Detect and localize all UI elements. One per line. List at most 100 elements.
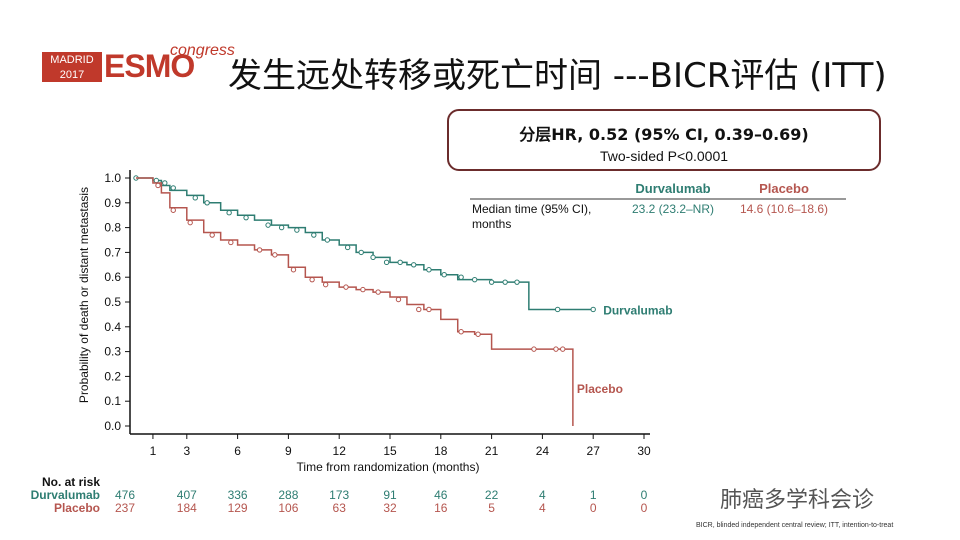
logo-badge: MADRID 2017 bbox=[42, 52, 102, 82]
durvalumab-censor-mark-6 bbox=[226, 210, 232, 216]
at-risk-placebo-3: 106 bbox=[278, 501, 298, 515]
at-risk-durvalumab-5: 91 bbox=[383, 488, 397, 502]
placebo-censor-mark-3 bbox=[209, 232, 215, 238]
durvalumab-censor-mark-14 bbox=[358, 249, 364, 256]
placebo-censor-mark-14 bbox=[416, 306, 422, 313]
y-tick-label-2: 0.2 bbox=[104, 369, 121, 383]
placebo-censor-mark-0 bbox=[155, 182, 161, 189]
at-risk-durvalumab-1: 407 bbox=[177, 488, 197, 502]
durvalumab-censor-mark-8 bbox=[265, 222, 271, 228]
wechat-watermark: 肺癌多学科会诊 bbox=[720, 488, 875, 513]
durvalumab-censor-mark-18 bbox=[411, 262, 417, 268]
durvalumab-censor-mark-13 bbox=[344, 244, 351, 251]
at-risk-durvalumab-6: 46 bbox=[434, 488, 448, 502]
durvalumab-censor-mark-5 bbox=[204, 200, 210, 206]
median-value-placebo: 14.6 (10.6–18.6) bbox=[740, 202, 828, 216]
durvalumab-censor-mark-23 bbox=[488, 279, 495, 285]
durvalumab-censor-mark-4 bbox=[192, 195, 198, 201]
durvalumab-censor-mark-24 bbox=[502, 279, 508, 285]
y-tick-label-7: 0.7 bbox=[104, 245, 121, 259]
y-tick-label-0: 0.0 bbox=[104, 419, 121, 433]
median-value-durvalumab: 23.2 (23.2–NR) bbox=[632, 202, 714, 216]
hazard-ratio-text: 分层HR, 0.52 (95% CI, 0.39–0.69) bbox=[519, 125, 809, 144]
placebo-censor-mark-8 bbox=[309, 276, 315, 283]
durvalumab-censor-mark-27 bbox=[590, 306, 596, 313]
x-tick-label-5: 15 bbox=[383, 444, 397, 458]
durvalumab-censor-mark-9 bbox=[278, 224, 285, 231]
x-tick-label-10: 30 bbox=[637, 444, 651, 458]
durvalumab-censor-mark-10 bbox=[294, 227, 300, 233]
placebo-censor-mark-1 bbox=[170, 207, 176, 213]
durvalumab-censor-mark-17 bbox=[397, 259, 403, 266]
y-tick-label-10: 1.0 bbox=[104, 171, 121, 185]
at-risk-placebo-6: 16 bbox=[434, 501, 448, 515]
durvalumab-censor-mark-26 bbox=[554, 306, 561, 313]
at-risk-placebo-5: 32 bbox=[383, 501, 397, 515]
x-tick-label-0: 1 bbox=[150, 444, 157, 458]
placebo-censor-mark-10 bbox=[343, 284, 349, 290]
axes: 0.0 0.1 0.2 0.3 0.4 0.5 0.6 0.7 0.8 0.9 1.0 1 3 6 9 12 1… bbox=[104, 170, 651, 458]
durvalumab-end-label: Durvalumab bbox=[603, 303, 672, 317]
x-tick-label-4: 12 bbox=[333, 444, 347, 458]
placebo-censor-mark-19 bbox=[553, 346, 559, 352]
at-risk-durvalumab-9: 1 bbox=[590, 488, 597, 502]
durvalumab-censor-mark-11 bbox=[311, 232, 317, 238]
y-tick-label-6: 0.6 bbox=[104, 270, 121, 284]
x-tick-label-2: 6 bbox=[234, 444, 241, 458]
median-header-placebo: Placebo bbox=[759, 181, 809, 196]
x-tick-label-9: 27 bbox=[587, 444, 601, 458]
x-tick-label-6: 18 bbox=[434, 444, 448, 458]
at-risk-placebo-1: 184 bbox=[177, 501, 197, 515]
at-risk-placebo-2: 129 bbox=[228, 501, 248, 515]
logo-name: ESMO bbox=[104, 48, 195, 84]
durvalumab-censor-mark-20 bbox=[441, 272, 447, 278]
at-risk-placebo-10: 0 bbox=[641, 501, 648, 515]
placebo-censor-mark-16 bbox=[458, 329, 464, 335]
median-table: Durvalumab Placebo Median time (95% CI),… bbox=[470, 181, 846, 231]
at-risk-placebo-4: 63 bbox=[333, 501, 347, 515]
at-risk-durvalumab-7: 22 bbox=[485, 488, 499, 502]
y-axis-label: Probability of death or distant metastas… bbox=[77, 187, 91, 403]
esmo-logo: MADRID 2017 ESMO congress bbox=[38, 42, 238, 92]
plot-area: Durvalumab Placebo bbox=[133, 175, 673, 426]
durvalumab-curve bbox=[136, 177, 594, 311]
placebo-curve bbox=[136, 177, 574, 426]
placebo-censor-mark-13 bbox=[395, 296, 402, 303]
at-risk-durvalumab-8: 4 bbox=[539, 488, 546, 502]
y-tick-label-4: 0.4 bbox=[104, 320, 121, 334]
at-risk-placebo-9: 0 bbox=[590, 501, 597, 515]
durvalumab-censor-mark-21 bbox=[458, 274, 464, 280]
placebo-censor-mark-11 bbox=[360, 286, 366, 293]
placebo-censor-mark-12 bbox=[375, 289, 381, 295]
at-risk-placebo-0: 237 bbox=[115, 501, 135, 515]
durvalumab-censor-mark-22 bbox=[471, 276, 478, 283]
y-tick-label-5: 0.5 bbox=[104, 295, 121, 309]
placebo-censor-mark-6 bbox=[272, 252, 278, 258]
at-risk-label-durvalumab: Durvalumab bbox=[31, 488, 100, 502]
placebo-censor-mark-9 bbox=[322, 281, 329, 288]
placebo-censor-mark-5 bbox=[256, 247, 263, 253]
x-tick-label-8: 24 bbox=[536, 444, 550, 458]
placebo-censor-mark-15 bbox=[426, 306, 432, 313]
at-risk-label-placebo: Placebo bbox=[54, 501, 100, 515]
footnote: BICR, blinded independent central review… bbox=[696, 522, 894, 529]
at-risk-durvalumab-10: 0 bbox=[641, 488, 648, 502]
placebo-censor-mark-17 bbox=[475, 331, 481, 337]
placebo-end-label: Placebo bbox=[577, 382, 623, 396]
y-tick-label-9: 0.9 bbox=[104, 196, 121, 210]
logo-suffix: congress bbox=[170, 42, 235, 59]
durvalumab-censor-mark-12 bbox=[324, 237, 331, 243]
median-header-durvalumab: Durvalumab bbox=[635, 181, 710, 196]
page-title: 发生远处转移或死亡时间 ---BICR评估 (ITT) bbox=[228, 56, 887, 96]
x-tick-label-7: 21 bbox=[485, 444, 499, 458]
hazard-ratio-box: 分层HR, 0.52 (95% CI, 0.39–0.69) Two-sided… bbox=[447, 109, 881, 171]
x-axis-label: Time from randomization (months) bbox=[297, 460, 480, 474]
durvalumab-censor-mark-7 bbox=[243, 214, 249, 221]
placebo-censor-mark-7 bbox=[290, 267, 297, 273]
y-tick-label-1: 0.1 bbox=[104, 394, 121, 408]
at-risk-title: No. at risk bbox=[42, 475, 100, 489]
placebo-censor-mark-4 bbox=[228, 239, 234, 246]
at-risk-placebo-7: 5 bbox=[488, 501, 495, 515]
durvalumab-censor-mark-15 bbox=[370, 254, 376, 261]
